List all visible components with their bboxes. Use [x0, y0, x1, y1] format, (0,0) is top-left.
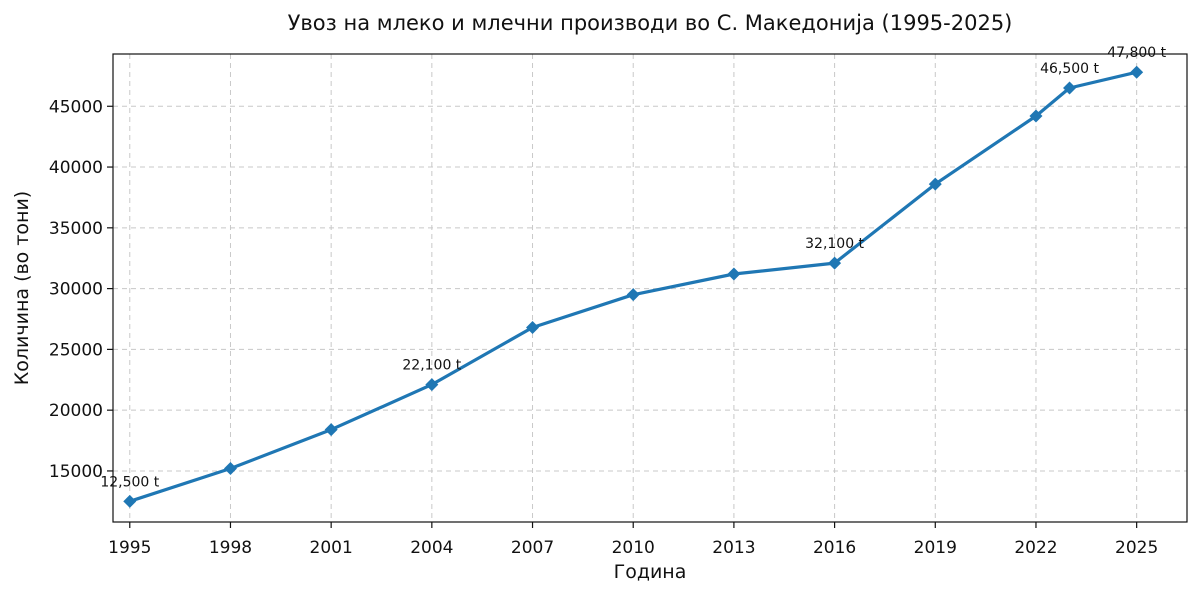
data-point-marker — [526, 321, 540, 335]
data-point-marker — [1063, 81, 1077, 95]
chart-title: Увоз на млеко и млечни производи во С. М… — [288, 11, 1013, 35]
axis-ticks: 1995 1998 2001 2004 2007 2010 2013 2016 2019 2022… — [49, 97, 1158, 558]
data-label: 47,800 t — [1107, 45, 1166, 61]
data-label: 22,100 t — [402, 358, 461, 374]
y-tick-label: 20000 — [49, 401, 103, 421]
y-tick-label: 40000 — [49, 158, 103, 178]
series-line — [129, 70, 1138, 503]
plot-frame — [112, 53, 1188, 523]
data-point-marker — [223, 462, 237, 476]
series — [123, 65, 1144, 508]
data-point-marker — [425, 378, 439, 392]
data-labels: 12,500 t 22,100 t 32,100 t 46,500 t 47,800 t — [100, 45, 1166, 490]
data-point-marker — [928, 177, 942, 191]
data-point-marker — [828, 256, 842, 270]
x-tick-label: 2013 — [712, 538, 755, 558]
data-point-marker — [727, 267, 741, 281]
x-tick-label: 2016 — [813, 538, 856, 558]
x-tick-label: 2001 — [310, 538, 353, 558]
y-tick-label: 35000 — [49, 219, 103, 239]
data-point-marker — [1029, 109, 1043, 123]
x-tick-label: 2025 — [1115, 538, 1158, 558]
grid — [113, 54, 1187, 522]
data-label: 32,100 t — [805, 236, 864, 252]
x-axis-label: Година — [614, 561, 687, 583]
data-label: 46,500 t — [1040, 61, 1099, 77]
data-point-marker — [1130, 65, 1144, 79]
data-point-marker — [626, 288, 640, 302]
y-tick-label: 25000 — [49, 340, 103, 360]
data-point-marker — [324, 423, 338, 437]
x-tick-label: 1998 — [209, 538, 252, 558]
y-tick-label: 45000 — [49, 97, 103, 117]
x-tick-label: 2007 — [511, 538, 554, 558]
x-tick-label: 2010 — [612, 538, 655, 558]
x-tick-label: 2019 — [914, 538, 957, 558]
data-point-marker — [123, 494, 137, 508]
data-label: 12,500 t — [100, 474, 159, 490]
x-tick-label: 2004 — [410, 538, 453, 558]
x-tick-label: 2022 — [1014, 538, 1057, 558]
y-tick-label: 30000 — [49, 280, 103, 300]
y-tick-label: 15000 — [49, 462, 103, 482]
x-tick-label: 1995 — [108, 538, 151, 558]
y-axis-label: Количина (во тони) — [11, 191, 33, 385]
